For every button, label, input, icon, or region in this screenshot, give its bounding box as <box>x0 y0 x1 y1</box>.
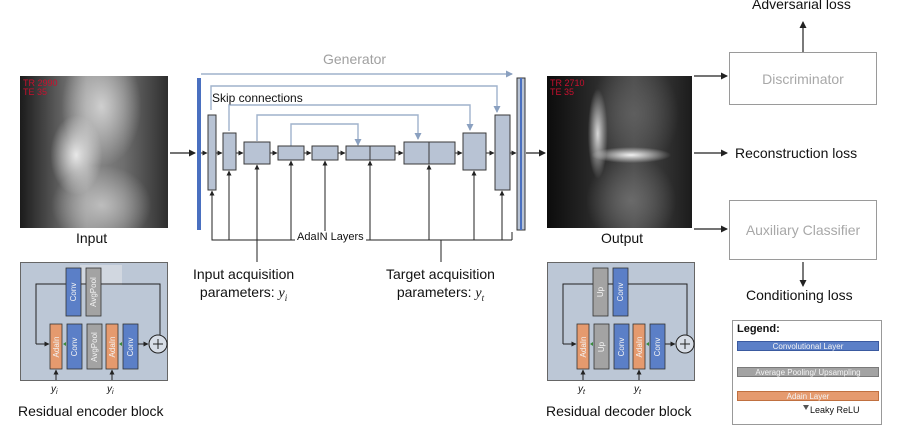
dec-skip-conv-text: Conv <box>616 283 625 302</box>
adain-bus <box>211 232 512 241</box>
encoder-conv-2 <box>122 323 139 370</box>
dec-y-1-sub: t <box>583 389 586 396</box>
enc-pool1-text: AvgPool <box>90 332 99 362</box>
skip-connection-4 <box>290 123 362 146</box>
decoder-conv-1 <box>613 323 630 370</box>
enc-y-1: y <box>50 384 57 395</box>
dec-adain1-text: AdaIn <box>579 337 588 358</box>
svg-text:yt: yt <box>577 384 586 396</box>
legend-title: Legend: <box>737 323 780 335</box>
decoder-skip-up <box>592 267 609 317</box>
dec-up1-text: Up <box>597 341 606 352</box>
enc-y-2: y <box>106 384 113 395</box>
skip-connection-3 <box>256 114 422 141</box>
generator-title: Generator <box>323 51 387 67</box>
dec-conv2-text: Conv <box>653 338 662 357</box>
dec-y-2: y <box>633 384 640 395</box>
decoder-adain-1 <box>576 323 590 370</box>
encoder-layer-4 <box>277 145 305 161</box>
decoder-layer-3 <box>462 132 487 171</box>
encoder-caption: Residual encoder block <box>18 403 164 419</box>
dec-adain2-text: AdaIn <box>635 337 644 358</box>
enc-adain1-text: AdaIn <box>52 337 61 358</box>
conditioning-loss-label: Conditioning loss <box>746 287 853 303</box>
enc-adain2-text: AdaIn <box>108 337 117 358</box>
dec-conv1-text: Conv <box>617 338 626 357</box>
decoder-conv-2 <box>649 323 666 370</box>
decoder-skip-conv <box>612 267 629 317</box>
input-mri-image: TR 2990 TE 35 <box>20 76 168 228</box>
encoder-adain-2 <box>105 323 119 370</box>
target-params-label: Target acquisition parameters: yt <box>386 266 495 303</box>
residual-decoder-diagram: Up Conv AdaIn Up Conv AdaIn Conv yt yt <box>562 267 695 396</box>
legend-pool-swatch: Average Pooling/ Upsampling <box>737 367 879 377</box>
enc-y-2-sub: i <box>112 389 114 396</box>
adversarial-loss-label: Adversarial loss <box>752 0 851 12</box>
generator-left-bar <box>197 78 201 230</box>
svg-text:yi: yi <box>50 384 58 396</box>
legend-relu-label: Leaky ReLU <box>810 405 860 415</box>
dec-y-1: y <box>577 384 584 395</box>
adain-layers-label: AdaIN Layers <box>295 231 366 243</box>
input-tr-tag: TR 2990 <box>23 78 58 88</box>
output-mri-image: TR 2710 TE 35 <box>547 76 692 228</box>
enc-skip-conv-text: Conv <box>69 283 78 302</box>
output-te-tag: TE 35 <box>550 87 575 97</box>
input-te-tag: TE 35 <box>23 87 48 97</box>
encoder-avgpool-1 <box>86 323 103 370</box>
enc-y-1-sub: i <box>56 389 58 396</box>
auxiliary-classifier-box: Auxiliary Classifier <box>729 200 877 260</box>
encoder-layer-1 <box>207 114 217 191</box>
residual-encoder-diagram: Conv AvgPool AdaIn Conv AvgPool AdaIn Co… <box>35 265 168 396</box>
input-label: Input <box>76 230 108 246</box>
skip-connection-2 <box>228 104 474 131</box>
enc-conv2-text: Conv <box>126 338 135 357</box>
dec-y-2-sub: t <box>639 389 642 396</box>
decoder-adain-2 <box>632 323 646 370</box>
enc-conv1-text: Conv <box>70 338 79 357</box>
dec-skip-up-text: Up <box>596 286 605 297</box>
legend-box: Legend: Convolutional Layer Average Pool… <box>732 320 882 425</box>
encoder-conv-1 <box>66 323 83 370</box>
encoder-skip-conv <box>65 267 82 317</box>
svg-text:yt: yt <box>633 384 642 396</box>
decoder-up-1 <box>593 323 610 370</box>
reconstruction-loss-label: Reconstruction loss <box>735 145 858 161</box>
leaky-relu-icon <box>803 405 809 410</box>
output-tr-tag: TR 2710 <box>550 78 585 88</box>
legend-conv-swatch: Convolutional Layer <box>737 341 879 351</box>
decoder-layer-4 <box>494 114 511 191</box>
input-params-label: Input acquisition parameters: yi <box>193 266 295 303</box>
skip-connection-1 <box>210 85 501 113</box>
decoder-caption: Residual decoder block <box>546 403 692 419</box>
skip-connections-label: Skip connections <box>212 91 303 105</box>
encoder-adain-1 <box>49 323 63 370</box>
output-label: Output <box>601 230 644 246</box>
bottleneck-layer <box>311 145 339 161</box>
encoder-skip-avgpool <box>85 267 102 317</box>
enc-skip-pool-text: AvgPool <box>89 277 98 307</box>
svg-text:yi: yi <box>106 384 114 396</box>
encoder-layer-3 <box>243 141 271 165</box>
legend-adain-swatch: Adain Layer <box>737 391 879 401</box>
encoder-layer-2 <box>222 132 237 171</box>
discriminator-box: Discriminator <box>729 52 877 105</box>
